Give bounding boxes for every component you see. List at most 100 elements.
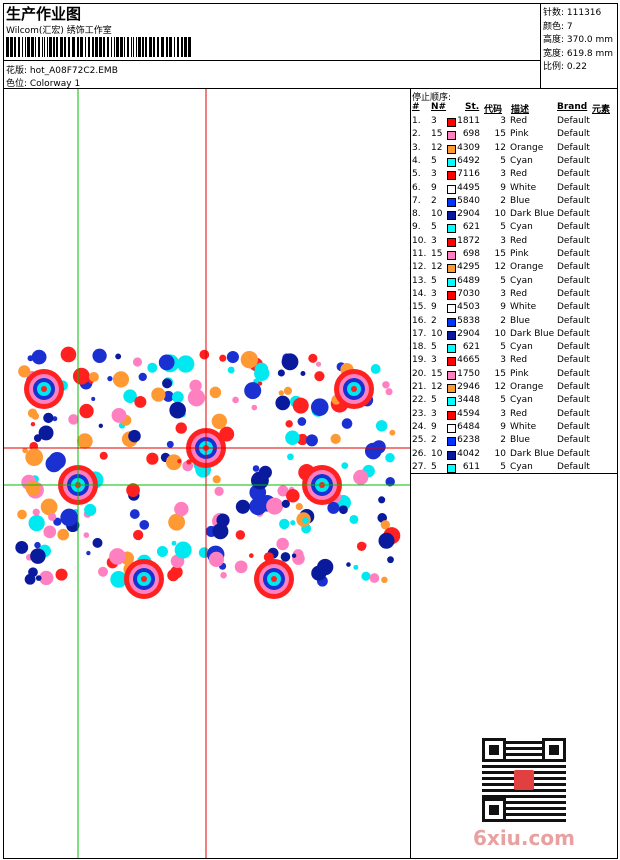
brand: Default — [557, 355, 590, 366]
row-number: 6. — [412, 182, 421, 193]
color-swatch — [447, 290, 456, 300]
code: 3 — [500, 288, 506, 299]
description: Red — [510, 169, 528, 180]
brand: Default — [557, 275, 590, 286]
color-swatch — [447, 144, 456, 154]
description: Dark Blue — [510, 209, 555, 220]
needle: 5 — [431, 222, 437, 233]
brand: Default — [557, 195, 590, 206]
description: Red — [510, 288, 528, 299]
description: White — [510, 302, 537, 313]
stitches: 6484 — [457, 421, 480, 432]
code: 2 — [500, 195, 506, 206]
color-swatch — [447, 423, 456, 433]
row-number: 13. — [412, 275, 427, 286]
column-header: N# — [431, 102, 447, 112]
needle: 3 — [431, 288, 437, 299]
column-header: 描述 — [511, 105, 530, 115]
info-line: 高度: 370.0 mm — [543, 35, 614, 45]
row-number: 12. — [412, 262, 427, 273]
row-number: 19. — [412, 355, 427, 366]
code: 2 — [500, 435, 506, 446]
title: 生产作业图 — [6, 5, 82, 23]
color-swatch — [447, 118, 456, 127]
code: 10 — [494, 209, 506, 220]
row-number: 22. — [412, 395, 427, 406]
stitches: 5840 — [457, 195, 480, 206]
stitches: 5838 — [457, 315, 480, 326]
brand: Default — [557, 116, 590, 126]
color-swatch — [447, 450, 456, 460]
color-swatch — [447, 197, 456, 207]
stitches: 621 — [462, 222, 480, 233]
divider — [3, 60, 540, 61]
row-number: 18. — [412, 342, 427, 353]
row-number: 5. — [412, 169, 421, 180]
brand: Default — [557, 302, 590, 313]
company: Wilcom(汇宏) 绣饰工作室 — [6, 26, 112, 36]
brand: Default — [557, 129, 590, 140]
brand: Default — [557, 395, 590, 406]
stitches: 621 — [462, 342, 480, 353]
description: Cyan — [510, 275, 533, 286]
color-swatch — [447, 397, 456, 407]
code: 5 — [500, 395, 506, 406]
stitches: 4495 — [457, 182, 480, 193]
needle: 5 — [431, 395, 437, 406]
needle: 5 — [431, 342, 437, 353]
row-number: 20. — [412, 368, 427, 379]
color-swatch — [447, 277, 456, 287]
code: 5 — [500, 222, 506, 233]
info-line: 颜色: 7 — [543, 21, 573, 32]
description: Cyan — [510, 155, 533, 166]
code: 12 — [494, 142, 506, 153]
needle: 9 — [431, 182, 437, 193]
needle: 10 — [431, 209, 443, 220]
code: 10 — [494, 328, 506, 339]
description: Cyan — [510, 395, 533, 406]
divider — [410, 473, 618, 474]
column-header: 元素 — [592, 105, 611, 115]
brand: Default — [557, 262, 590, 273]
color-swatch — [447, 131, 456, 141]
brand: Default — [557, 408, 590, 419]
stitches: 611 — [462, 461, 480, 472]
description: Blue — [510, 435, 530, 446]
color-swatch — [447, 211, 456, 221]
brand: Default — [557, 461, 590, 472]
brand: Default — [557, 209, 590, 220]
row-number: 27. — [412, 461, 427, 472]
info-line: 宽度: 619.8 mm — [543, 48, 614, 59]
color-swatch — [447, 370, 456, 380]
needle: 2 — [431, 315, 437, 326]
description: Dark Blue — [510, 448, 555, 459]
stitches: 7116 — [457, 169, 480, 180]
needle: 3 — [431, 355, 437, 366]
description: Red — [510, 408, 528, 419]
brand: Default — [557, 421, 590, 432]
needle: 2 — [431, 435, 437, 446]
stitches: 4042 — [457, 448, 480, 459]
needle: 3 — [431, 235, 437, 246]
code: 15 — [494, 129, 506, 140]
stitches: 1872 — [457, 235, 480, 246]
row-number: 4. — [412, 155, 421, 166]
stitches: 1811 — [457, 116, 480, 126]
row-number: 26. — [412, 448, 427, 459]
design-preview — [4, 89, 410, 858]
brand: Default — [557, 448, 590, 459]
needle: 15 — [431, 249, 443, 259]
divider — [540, 3, 541, 88]
needle: 12 — [431, 262, 443, 273]
needle: 5 — [431, 275, 437, 286]
stitches: 2946 — [457, 382, 480, 392]
row-number: 2. — [412, 129, 421, 140]
qr-code — [481, 737, 567, 823]
row-number: 17. — [412, 328, 427, 339]
description: Dark Blue — [510, 328, 555, 339]
needle: 15 — [431, 368, 443, 379]
stitches: 3448 — [457, 395, 480, 406]
stitches: 6238 — [457, 435, 480, 446]
code: 5 — [500, 155, 506, 166]
brand: Default — [557, 169, 590, 180]
